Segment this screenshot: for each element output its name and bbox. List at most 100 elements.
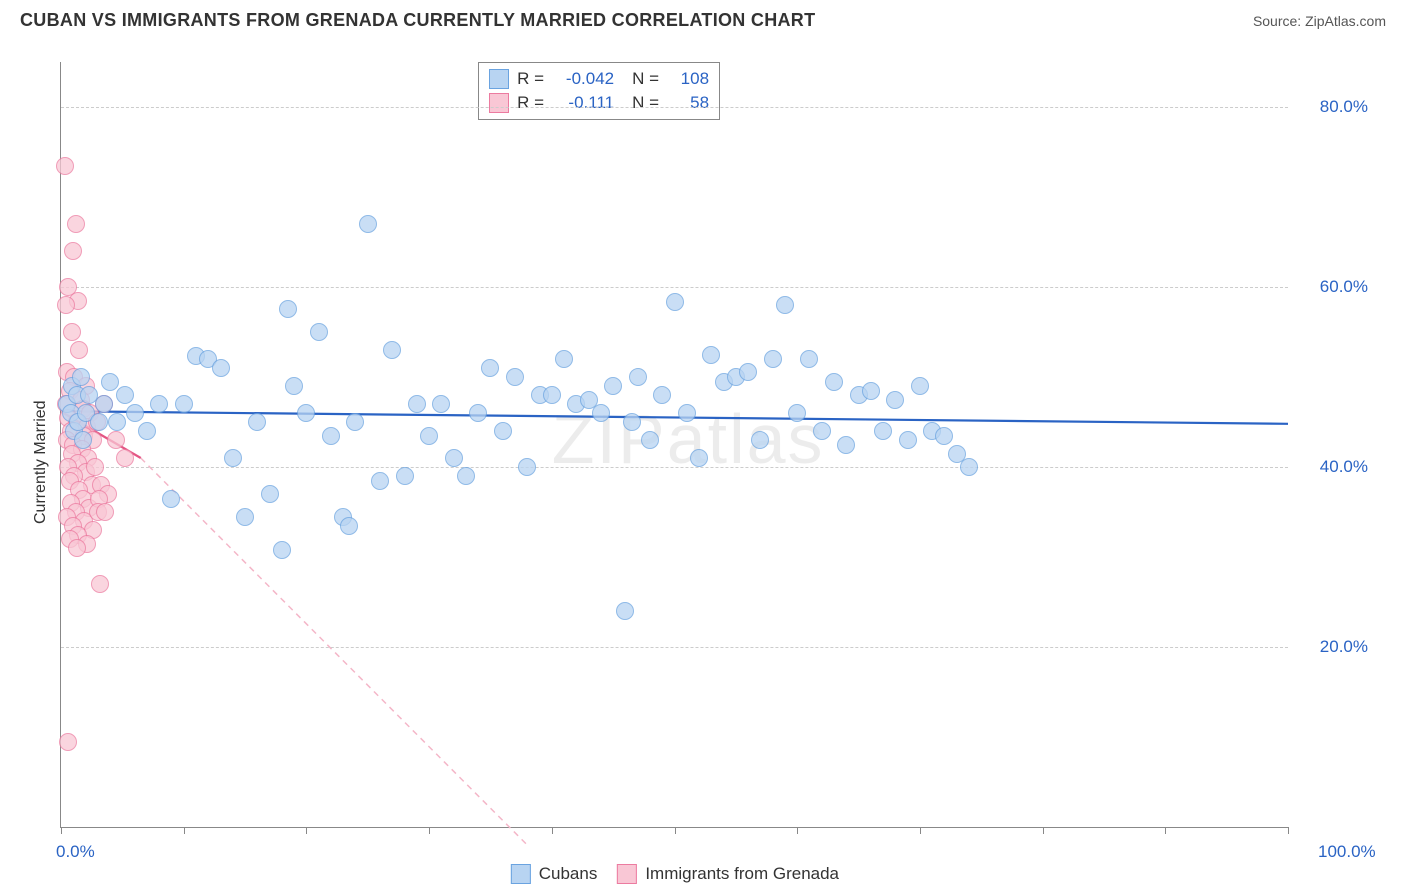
scatter-point	[776, 296, 794, 314]
legend-row: R =-0.111N =58	[489, 91, 709, 115]
scatter-point	[273, 541, 291, 559]
legend-n-value: 108	[667, 67, 709, 91]
gridline	[61, 287, 1288, 288]
scatter-point	[285, 377, 303, 395]
legend-n-label: N =	[632, 67, 659, 91]
scatter-point	[96, 503, 114, 521]
scatter-point	[739, 363, 757, 381]
scatter-point	[825, 373, 843, 391]
x-tick	[61, 827, 62, 834]
scatter-point	[116, 449, 134, 467]
y-tick-label: 40.0%	[1320, 457, 1368, 477]
scatter-point	[126, 404, 144, 422]
gridline	[61, 467, 1288, 468]
scatter-point	[261, 485, 279, 503]
scatter-point	[666, 293, 684, 311]
scatter-point	[751, 431, 769, 449]
scatter-point	[108, 413, 126, 431]
scatter-point	[359, 215, 377, 233]
scatter-point	[162, 490, 180, 508]
gridline	[61, 107, 1288, 108]
scatter-point	[702, 346, 720, 364]
scatter-point	[95, 395, 113, 413]
scatter-point	[310, 323, 328, 341]
gridline	[61, 647, 1288, 648]
scatter-point	[322, 427, 340, 445]
scatter-point	[678, 404, 696, 422]
scatter-point	[175, 395, 193, 413]
legend-item: Cubans	[511, 864, 598, 884]
scatter-point	[543, 386, 561, 404]
x-tick	[920, 827, 921, 834]
scatter-point	[899, 431, 917, 449]
scatter-point	[457, 467, 475, 485]
scatter-point	[935, 427, 953, 445]
scatter-point	[297, 404, 315, 422]
legend-swatch	[489, 93, 509, 113]
scatter-point	[63, 323, 81, 341]
scatter-point	[74, 431, 92, 449]
scatter-point	[800, 350, 818, 368]
scatter-point	[56, 157, 74, 175]
y-axis-title: Currently Married	[32, 400, 50, 524]
scatter-point	[279, 300, 297, 318]
x-tick	[306, 827, 307, 834]
scatter-point	[340, 517, 358, 535]
scatter-point	[346, 413, 364, 431]
x-tick	[184, 827, 185, 834]
x-tick	[1165, 827, 1166, 834]
scatter-point	[86, 458, 104, 476]
scatter-point	[67, 215, 85, 233]
legend-r-value: -0.111	[552, 91, 614, 115]
scatter-point	[629, 368, 647, 386]
scatter-point	[623, 413, 641, 431]
scatter-point	[70, 341, 88, 359]
legend-bottom: Cubans Immigrants from Grenada	[511, 864, 839, 884]
scatter-point	[592, 404, 610, 422]
y-tick-label: 80.0%	[1320, 97, 1368, 117]
scatter-point	[420, 427, 438, 445]
scatter-point	[138, 422, 156, 440]
scatter-point	[408, 395, 426, 413]
scatter-point	[555, 350, 573, 368]
scatter-point	[212, 359, 230, 377]
scatter-point	[911, 377, 929, 395]
scatter-point	[506, 368, 524, 386]
scatter-point	[116, 386, 134, 404]
x-tick	[675, 827, 676, 834]
scatter-point	[57, 296, 75, 314]
scatter-point	[469, 404, 487, 422]
legend-label: Cubans	[539, 864, 598, 884]
scatter-point	[788, 404, 806, 422]
x-axis-max-label: 100.0%	[1318, 842, 1376, 862]
scatter-point	[445, 449, 463, 467]
y-tick-label: 60.0%	[1320, 277, 1368, 297]
scatter-point	[432, 395, 450, 413]
scatter-point	[862, 382, 880, 400]
source-label: Source: ZipAtlas.com	[1253, 13, 1386, 29]
scatter-point	[641, 431, 659, 449]
scatter-point	[874, 422, 892, 440]
chart-area: Currently Married ZIPatlas R =-0.042N =1…	[20, 44, 1388, 848]
legend-item: Immigrants from Grenada	[617, 864, 839, 884]
scatter-point	[101, 373, 119, 391]
legend-n-value: 58	[667, 91, 709, 115]
scatter-point	[653, 386, 671, 404]
x-tick	[429, 827, 430, 834]
scatter-point	[236, 508, 254, 526]
legend-swatch	[511, 864, 531, 884]
legend-swatch	[489, 69, 509, 89]
chart-title: CUBAN VS IMMIGRANTS FROM GRENADA CURRENT…	[20, 10, 815, 31]
x-axis-min-label: 0.0%	[56, 842, 95, 862]
scatter-point	[59, 733, 77, 751]
legend-swatch	[617, 864, 637, 884]
scatter-point	[764, 350, 782, 368]
legend-r-value: -0.042	[552, 67, 614, 91]
y-tick-label: 20.0%	[1320, 637, 1368, 657]
legend-correlation: R =-0.042N =108R =-0.111N =58	[478, 62, 720, 120]
scatter-point	[481, 359, 499, 377]
legend-n-label: N =	[632, 91, 659, 115]
trend-lines	[61, 62, 1288, 827]
scatter-point	[383, 341, 401, 359]
scatter-point	[91, 575, 109, 593]
